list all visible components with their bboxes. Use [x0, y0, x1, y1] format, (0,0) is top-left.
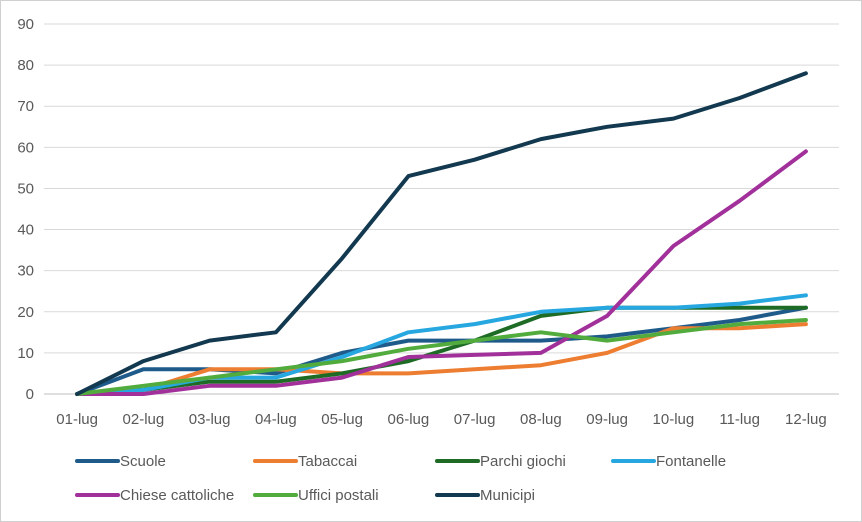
legend-label: Uffici postali: [298, 487, 379, 504]
series-line-uffici-postali: [75, 318, 808, 396]
x-tick-label: 11-lug: [719, 411, 760, 428]
legend-item: Municipi: [435, 487, 535, 504]
x-tick-label: 10-lug: [653, 411, 695, 428]
legend-item: Tabaccai: [253, 453, 357, 470]
series-line-municipi: [75, 71, 808, 396]
legend-label: Scuole: [120, 453, 166, 470]
x-tick-label: 03-lug: [189, 411, 231, 428]
x-tick-label: 05-lug: [321, 411, 363, 428]
x-tick-label: 04-lug: [255, 411, 297, 428]
legend-label: Fontanelle: [656, 453, 726, 470]
x-tick-label: 06-lug: [388, 411, 430, 428]
legend-item: Chiese cattoliche: [75, 487, 234, 504]
y-tick-label: 90: [17, 16, 34, 33]
x-tick-label: 09-lug: [586, 411, 628, 428]
legend-label: Chiese cattoliche: [120, 487, 234, 504]
series-line-tabaccai: [75, 322, 808, 396]
x-tick-label: 02-lug: [123, 411, 165, 428]
x-tick-label: 01-lug: [56, 411, 98, 428]
y-tick-label: 60: [17, 139, 34, 156]
series-line-chiese-cattoliche: [75, 149, 808, 396]
legend-item: Parchi giochi: [435, 453, 566, 470]
y-tick-label: 80: [17, 57, 34, 74]
y-tick-label: 70: [17, 98, 34, 115]
legend-label: Tabaccai: [298, 453, 357, 470]
x-tick-label: 08-lug: [520, 411, 562, 428]
y-tick-label: 0: [26, 386, 34, 403]
x-axis-ticks: 01-lug 02-lug 03-lug 04-lug 05-lug 06-lug 07-l…: [56, 411, 826, 428]
legend-label: Parchi giochi: [480, 453, 566, 470]
x-tick-label: 07-lug: [454, 411, 496, 428]
legend: Scuole Tabaccai Parchi giochi Fontanelle Chi…: [75, 453, 726, 504]
series-lines: [75, 71, 808, 396]
legend-label: Municipi: [480, 487, 535, 504]
y-tick-label: 40: [17, 222, 34, 239]
y-tick-label: 10: [17, 345, 34, 362]
legend-item: Scuole: [75, 453, 166, 470]
legend-item: Uffici postali: [253, 487, 379, 504]
legend-item: Fontanelle: [611, 453, 726, 470]
y-axis-ticks: 0 10 20 30 40 50 60 70 80 90: [17, 16, 34, 403]
gridlines: [44, 23, 839, 395]
y-tick-label: 20: [17, 304, 34, 321]
y-tick-label: 30: [17, 263, 34, 280]
x-tick-label: 12-lug: [785, 411, 827, 428]
y-tick-label: 50: [17, 180, 34, 197]
